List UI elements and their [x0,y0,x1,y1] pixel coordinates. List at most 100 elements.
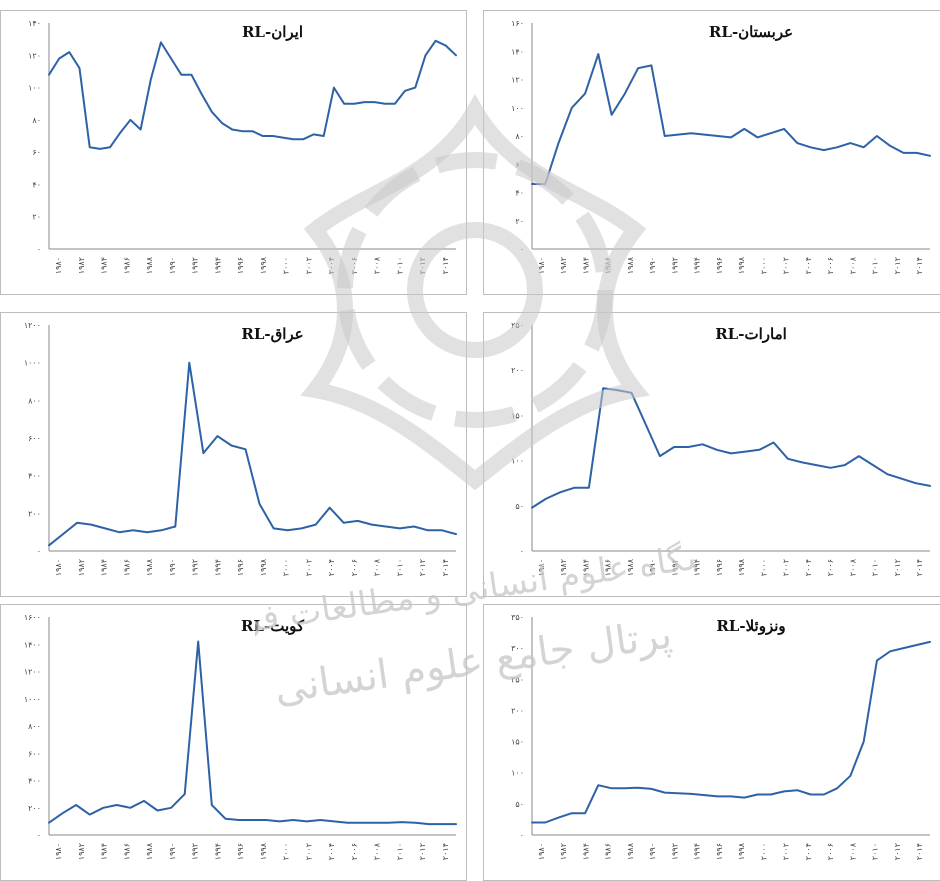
x-tick-label: ۲۰۱۴ [915,559,924,576]
y-tick-label: ۸۰ [515,132,524,141]
chart-iran: ۰ ۲۰ ۴۰ ۶۰ ۸۰ ۱۰۰ ۱۲۰ ۱۴۰ ۱۹۸۰ ۱۹۸۲ ۱۹۸۴ ۱۹۸۶ ۱۹۸۸ ۱۹… [28,19,457,274]
y-tick-label: ۲۵۰ [511,321,524,330]
x-tick-label: ۱۹۹۶ [236,257,245,274]
x-tick-label: ۱۹۸۰ [537,257,546,274]
x-tick-label: ۲۰۰۸ [373,558,382,576]
x-tick-label: ۱۹۹۶ [715,843,724,860]
chart-title: امارات-RL [715,325,787,343]
x-tick-label: ۲۰۰۲ [782,843,791,860]
x-tick-label: ۲۰۰۲ [304,843,313,860]
x-tick-label: ۲۰۰۴ [804,257,813,274]
y-tick-label: ۴۰ [515,189,524,198]
x-tick-label: ۲۰۱۲ [893,559,902,576]
x-tick-label: ۲۰۰۶ [350,257,359,274]
x-tick-label: ۱۹۹۰ [648,843,657,860]
x-tick-label: ۱۹۸۴ [581,843,590,860]
x-tick-label: ۱۹۸۴ [581,559,590,576]
x-tick-label: ۲۰۰۰ [759,559,768,576]
x-tick-label: ۱۹۹۲ [191,257,200,274]
y-tick-label: ۱۰۰۰ [24,359,41,368]
x-tick-label: ۲۰۰۰ [282,559,291,576]
x-tick-label: ۱۹۸۴ [100,257,109,274]
y-tick-label: ۲۰ [32,213,41,222]
x-tick-label: ۱۹۸۶ [122,843,131,860]
x-tick-label: ۱۹۹۶ [715,257,724,274]
x-tick-label: ۲۰۱۴ [915,257,924,274]
y-tick-label: ۱۴۰ [511,47,524,56]
chart-venezuela: ۰ ۵۰ ۱۰۰ ۱۵۰ ۲۰۰ ۲۵۰ ۳۰۰ ۳۵۰ ۱۹۸۰ ۱۹۸۲ ۱۹۸۴ ۱۹۸۶ ۱۹۸… [511,613,931,860]
y-tick-label: ۰ [37,547,41,556]
x-tick-label: ۱۹۸۴ [100,843,109,860]
x-tick-label: ۲۰۰۸ [848,256,857,274]
chart-title: ونزوئلا-RL [716,617,785,635]
y-tick-label: ۱۰۰ [511,104,524,113]
x-tick-label: ۱۹۸۲ [77,257,86,274]
x-tick-label: ۲۰۱۴ [441,843,450,860]
x-tick-label: ۲۰۰۴ [327,559,336,576]
y-tick-label: ۱۵۰ [511,738,524,747]
x-tick-label: ۱۹۸۴ [581,257,590,274]
y-tick-label: ۱۲۰ [511,76,524,85]
y-tick-label: ۱۰۰۰ [24,695,41,704]
y-tick-label: ۱۰۰ [28,84,41,93]
y-tick-label: ۲۰۰ [28,804,41,813]
x-tick-label: ۲۰۱۲ [418,257,427,274]
chart-panel-saudi-arabia: ۰ ۲۰ ۴۰ ۶۰ ۸۰ ۱۰۰ ۱۲۰ ۱۴۰ ۱۶۰ ۱۹۸۰ ۱۹۸۲ ۱۹۸۴ ۱۹۸۶ ۱۹۸… [483,10,940,295]
y-tick-label: ۶۰۰ [28,749,41,758]
chart-kuwait: ۰ ۲۰۰ ۴۰۰ ۶۰۰ ۸۰۰ ۱۰۰۰ ۱۲۰۰ ۱۴۰۰ ۱۶۰۰ ۱۹۸۰ ۱۹۸۲ ۱۹۸… [24,613,457,860]
x-tick-label: ۱۹۹۸ [259,842,268,860]
x-tick-label: ۱۹۸۰ [537,559,546,576]
x-tick-label: ۱۹۹۶ [236,843,245,860]
y-tick-label: ۰ [37,245,41,254]
series-line-uae [531,387,931,509]
y-tick-label: ۰ [520,831,524,840]
x-tick-label: ۲۰۰۲ [304,559,313,576]
x-tick-label: ۱۹۹۴ [693,257,702,274]
x-tick-label: ۱۹۹۲ [670,559,679,576]
x-tick-label: ۲۰۱۲ [418,559,427,576]
x-tick-label: ۲۰۰۴ [327,843,336,860]
y-tick-label: ۲۰۰ [28,509,41,518]
x-tick-label: ۱۹۹۴ [693,559,702,576]
x-tick-label: ۱۹۹۰ [648,257,657,274]
series-line-saudi-arabia [531,53,931,185]
x-tick-label: ۲۰۱۰ [871,257,880,274]
x-tick-label: ۱۹۹۰ [168,843,177,860]
series-line-venezuela [531,640,931,824]
x-tick-label: ۱۹۹۴ [213,559,222,576]
x-tick-label: ۲۰۱۰ [871,559,880,576]
x-tick-label: ۱۹۹۰ [168,559,177,576]
x-tick-label: ۱۹۸۶ [604,843,613,860]
x-tick-label: ۲۰۰۲ [782,257,791,274]
x-tick-label: ۲۰۰۶ [826,559,835,576]
x-tick-label: ۲۰۱۲ [893,257,902,274]
y-tick-label: ۱۲۰۰ [24,321,41,330]
y-tick-label: ۰ [37,831,41,840]
y-tick-label: ۶۰۰ [28,434,41,443]
x-tick-label: ۱۹۹۸ [259,256,268,274]
x-tick-label: ۱۹۸۸ [626,842,635,860]
x-tick-label: ۲۰۰۸ [848,558,857,576]
x-tick-label: ۱۹۹۲ [670,257,679,274]
chart-uae: ۰ ۵۰ ۱۰۰ ۱۵۰ ۲۰۰ ۲۵۰ ۱۹۸۰ ۱۹۸۲ ۱۹۸۴ ۱۹۸۶ ۱۹۸۸ ۱۹۹۰ ۱… [511,321,931,576]
x-tick-label: ۱۹۹۰ [168,257,177,274]
y-tick-label: ۵۰ [515,800,524,809]
y-tick-label: ۱۶۰ [511,19,524,28]
x-tick-label: ۲۰۰۰ [759,843,768,860]
x-tick-label: ۲۰۰۶ [350,843,359,860]
x-tick-label: ۱۹۸۲ [77,843,86,860]
chart-panel-uae: ۰ ۵۰ ۱۰۰ ۱۵۰ ۲۰۰ ۲۵۰ ۱۹۸۰ ۱۹۸۲ ۱۹۸۴ ۱۹۸۶ ۱۹۸۸ ۱۹۹۰ ۱… [483,312,940,597]
x-tick-label: ۲۰۰۸ [848,842,857,860]
x-tick-label: ۲۰۱۲ [893,843,902,860]
x-tick-label: ۲۰۱۰ [395,843,404,860]
x-tick-label: ۱۹۸۸ [145,558,154,576]
y-tick-label: ۰ [520,245,524,254]
y-tick-label: ۱۰۰ [511,457,524,466]
x-tick-label: ۱۹۹۴ [693,843,702,860]
y-tick-label: ۱۲۰ [28,51,41,60]
chart-panel-iraq: ۰ ۲۰۰ ۴۰۰ ۶۰۰ ۸۰۰ ۱۰۰۰ ۱۲۰۰ ۱۹۸۰ ۱۹۸۲ ۱۹۸۴ ۱۹۸۶ ۱۹۸… [0,312,467,597]
y-tick-label: ۴۰۰ [28,472,41,481]
y-tick-label: ۶۰ [515,160,524,169]
chart-title: عربستان-RL [709,23,793,41]
x-tick-label: ۲۰۱۴ [441,257,450,274]
